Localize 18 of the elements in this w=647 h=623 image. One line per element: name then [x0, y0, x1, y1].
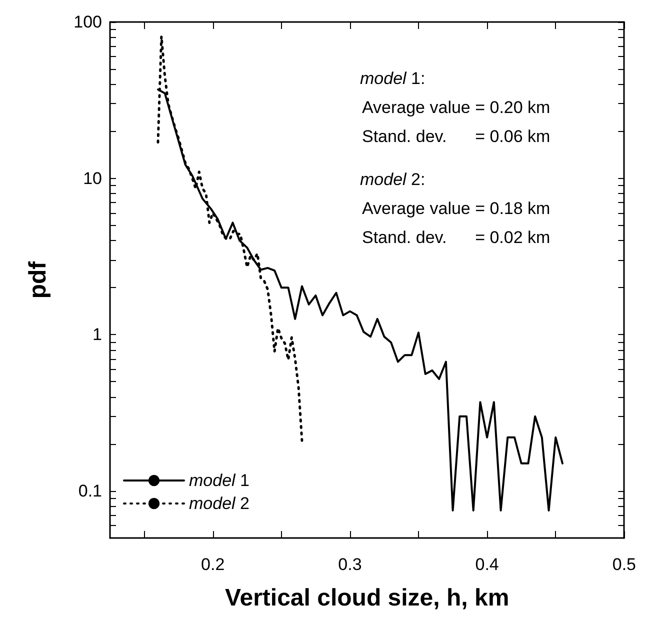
x-tick-label: 0.2 — [201, 555, 225, 574]
y-axis-title: pdf — [24, 260, 52, 299]
annotation: model 2: — [360, 170, 426, 189]
legend-label: model 1 — [189, 471, 250, 490]
annotation: model 1: — [360, 69, 426, 88]
y-tick-label: 0.1 — [78, 481, 102, 500]
x-axis-title: Vertical cloud size, h, km — [225, 584, 510, 612]
annotation: Stand. dev. = 0.06 km — [362, 127, 550, 146]
annotation: Average value = 0.18 km — [362, 199, 550, 218]
y-tick-label: 10 — [83, 168, 102, 188]
y-tick-label: 1 — [92, 325, 102, 344]
y-tick-label: 100 — [74, 12, 102, 32]
legend-label: model 2 — [189, 494, 250, 513]
x-tick-label: 0.4 — [475, 555, 499, 574]
x-tick-label: 0.5 — [612, 555, 636, 574]
annotation: Average value = 0.20 km — [362, 98, 550, 117]
annotation: Stand. dev. = 0.02 km — [362, 228, 550, 247]
x-tick-label: 0.3 — [338, 555, 362, 574]
